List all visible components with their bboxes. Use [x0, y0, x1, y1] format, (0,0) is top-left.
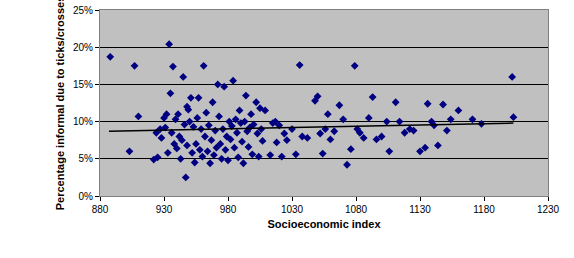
svg-text:1030: 1030	[281, 204, 304, 215]
svg-text:1130: 1130	[409, 204, 431, 215]
svg-text:1180: 1180	[473, 204, 495, 215]
svg-text:930: 930	[156, 204, 173, 215]
svg-text:15%: 15%	[73, 79, 93, 90]
svg-text:0%: 0%	[79, 191, 94, 202]
svg-text:20%: 20%	[73, 42, 93, 53]
svg-text:1230: 1230	[537, 204, 560, 215]
svg-text:10%: 10%	[73, 116, 93, 127]
svg-text:880: 880	[92, 204, 109, 215]
svg-text:5%: 5%	[79, 153, 94, 164]
svg-text:1080: 1080	[345, 204, 368, 215]
svg-text:Percentage informal due to tic: Percentage informal due to ticks/crosses	[54, 0, 66, 210]
svg-text:25%: 25%	[73, 5, 93, 16]
svg-text:980: 980	[220, 204, 237, 215]
svg-text:Socioeconomic index: Socioeconomic index	[267, 218, 381, 230]
